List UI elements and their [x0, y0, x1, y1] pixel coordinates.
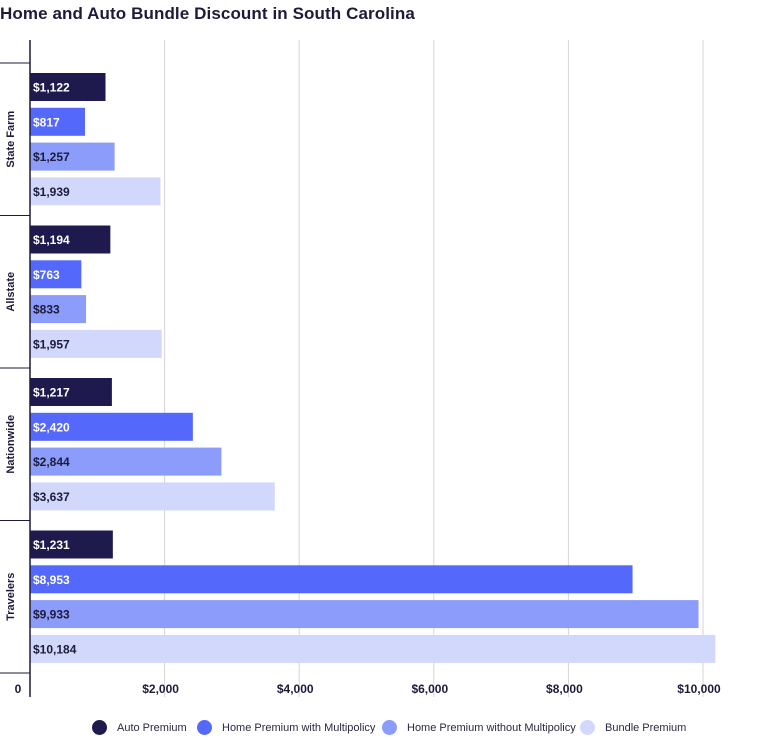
data-label: $1,122 — [33, 81, 70, 95]
legend-swatch — [580, 720, 595, 735]
x-tick-label: $4,000 — [277, 682, 314, 696]
legend-item: Bundle Premium — [580, 720, 686, 735]
legend-swatch — [197, 720, 212, 735]
legend-label: Bundle Premium — [605, 721, 687, 734]
bar — [30, 73, 106, 101]
bar — [30, 530, 113, 559]
legend-item: Home Premium without Multipolicy — [382, 720, 576, 735]
data-label: $1,257 — [33, 150, 70, 164]
data-label: $1,939 — [33, 185, 70, 199]
x-tick-label: $6,000 — [411, 682, 448, 696]
data-label: $817 — [33, 115, 60, 129]
data-label: $9,933 — [33, 608, 70, 622]
data-label: $10,184 — [33, 642, 77, 656]
legend-item: Auto Premium — [92, 720, 187, 735]
bar — [30, 634, 716, 663]
x-tick-label: 0 — [15, 682, 22, 696]
bar — [30, 412, 193, 441]
category-label: Nationwide — [5, 415, 17, 474]
legend: Auto Premium Home Premium with Multipolic… — [0, 720, 780, 740]
data-label: $833 — [33, 303, 60, 317]
bar — [30, 225, 111, 254]
bar — [30, 600, 699, 629]
bar — [30, 482, 275, 511]
chart-title: Home and Auto Bundle Discount in South C… — [0, 4, 415, 23]
bar — [30, 378, 112, 406]
data-label: $2,844 — [33, 455, 70, 469]
legend-swatch — [92, 720, 107, 735]
legend-label: Auto Premium — [117, 721, 187, 734]
legend-swatch — [382, 720, 397, 735]
category-label: State Farm — [5, 111, 17, 168]
data-label: $3,637 — [33, 490, 70, 504]
legend-item: Home Premium with Multipolicy — [197, 720, 375, 735]
bar — [30, 329, 162, 358]
category-label: Travelers — [5, 573, 17, 621]
bar — [30, 107, 85, 136]
bar — [30, 177, 161, 206]
category-label: Allstate — [5, 272, 17, 312]
data-label: $8,953 — [33, 573, 70, 587]
x-tick-label: $8,000 — [546, 682, 583, 696]
bar-chart: $1,122 $817 $1,257 $1,939 State Farm $1,194 $7… — [0, 40, 721, 697]
bar — [30, 260, 82, 289]
data-label: $2,420 — [33, 420, 70, 434]
data-label: $1,957 — [33, 337, 70, 351]
data-label: $1,217 — [33, 386, 70, 400]
bar — [30, 565, 633, 594]
x-tick-label: $2,000 — [142, 682, 179, 696]
data-label: $1,231 — [33, 538, 70, 552]
data-label: $1,194 — [33, 233, 70, 247]
bar — [30, 295, 87, 324]
legend-label: Home Premium with Multipolicy — [222, 721, 376, 734]
data-label: $763 — [33, 268, 60, 282]
bar — [30, 142, 115, 171]
legend-label: Home Premium without Multipolicy — [407, 721, 576, 734]
bar — [30, 447, 222, 476]
x-tick-label: $10,000 — [677, 682, 721, 696]
